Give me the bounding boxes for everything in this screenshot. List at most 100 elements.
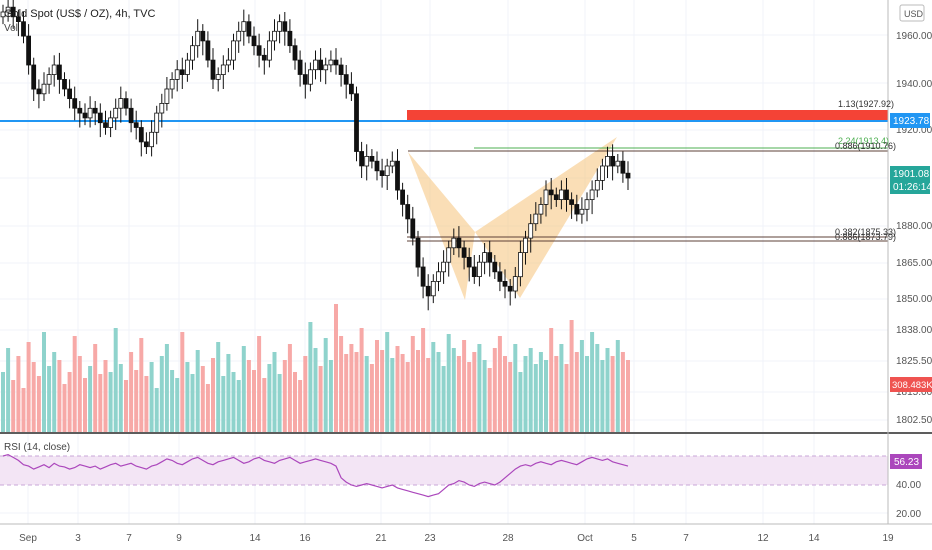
candle-body [133,122,139,128]
fib-113-label: 1.13(1927.92) [838,99,894,109]
time-tick-label: 28 [502,533,514,544]
volume-bar [221,376,226,432]
candle-body [272,30,277,42]
volume-bar [6,348,11,432]
volume-bar [42,332,46,432]
candle-body [579,208,585,215]
volume-bar [400,354,405,432]
volume-bar [390,358,395,432]
symbol-title[interactable]: Gold Spot (US$ / OZ), 4h, TVC [4,8,155,20]
volume-bar [441,366,446,432]
time-tick-label: Sep [19,533,37,544]
candle-body [492,261,498,273]
volume-bar [538,352,543,432]
candle-body [512,276,518,292]
candle-body [246,21,252,37]
volume-bar [226,354,231,432]
candle-body [600,165,605,181]
time-tick-label: 9 [176,533,182,544]
candle-body [395,160,400,191]
candle-body [359,151,365,167]
candle-body [5,6,11,13]
time-axis: Sep 3 7 9 14 16 21 23 28 Oct 5 7 12 14 19 [19,533,894,544]
volume-bar [380,350,385,432]
volume-bar [139,338,144,432]
candle-body [594,179,600,191]
volume-bar [585,356,589,432]
volume-bar [11,380,16,432]
fib-886-top-label: 0.886(1910.76) [835,141,896,151]
price-tick: 1815.00 [896,387,932,398]
candle-body [348,83,354,95]
candle-body [497,271,503,282]
rsi-value-badge [890,454,922,469]
harmonic-pattern-right [475,137,617,298]
red-resistance-zone[interactable] [407,110,888,120]
volume-bar [200,366,205,432]
time-tick-label: 7 [126,533,132,544]
fib-224-label: 2.24(1913.4) [838,136,889,146]
candle-body [523,237,528,253]
candle-body [533,213,539,225]
candle-body [323,64,329,71]
rsi-label[interactable]: RSI (14, close) [4,442,70,453]
volume-bar [72,336,77,432]
fib-382-label: 0.382(1875.33) [835,227,896,237]
volume-bar [231,372,236,432]
candle-body [31,64,37,90]
candle-body [0,11,6,18]
candle-body [128,107,134,124]
price-tick: 1865.00 [896,258,932,269]
candle-body [354,93,359,152]
volume-bar [1,372,5,432]
candle-body [57,64,62,80]
volume-bar [436,352,441,432]
candle-body [374,160,380,172]
volume-bar [93,344,98,432]
candle-body [538,204,544,215]
candle-body [15,16,21,22]
volume-bar [334,304,338,432]
current-price-text: 1901.08 [893,169,930,180]
volume-indicator-label[interactable]: Vol [4,23,18,34]
volume-bar [252,370,256,432]
candles [0,0,631,311]
candle-body [405,204,411,220]
volume-bar [349,344,354,432]
candle-body [302,74,308,85]
candle-body [333,59,339,66]
volume-bar [574,352,579,432]
candle-body [149,131,155,148]
fib-886-bottom-label: 0.886(1873.79) [835,232,896,242]
volume-bar [375,340,379,432]
candle-body [220,64,226,76]
currency-box[interactable] [899,4,925,22]
candle-body [113,107,119,119]
candle-body [205,40,211,61]
price-tick: 1960.00 [896,31,932,42]
candle-body [318,59,324,71]
candle-body [236,30,242,42]
volume-bar [277,374,282,432]
candle-body [174,69,180,80]
candle-body [502,280,508,287]
volume-bar [159,356,164,432]
price-tick: 1850.00 [896,294,932,305]
candle-body [195,30,201,47]
volume-bar [472,352,477,432]
candle-body [615,160,621,167]
candle-body [251,35,257,47]
candle-body [574,204,580,215]
volume-bar [272,352,277,432]
candle-body [62,79,67,90]
candle-body [143,141,149,148]
candle-body [441,261,447,273]
volume-bar [211,358,215,432]
candle-body [282,21,288,32]
candle-body [369,155,375,162]
candle-body [138,127,144,143]
volume-bar [610,356,615,432]
volume-bar [108,372,113,432]
volume-bar [154,388,159,432]
